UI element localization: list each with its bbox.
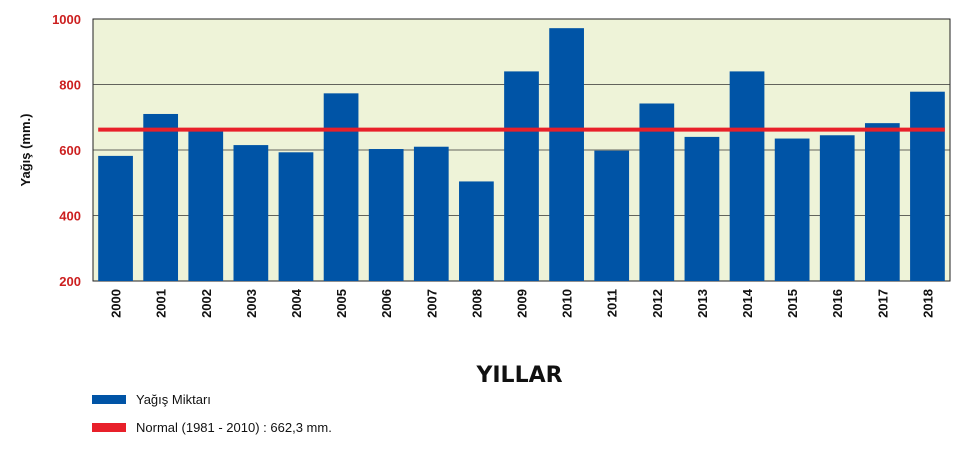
- bar-2013: [684, 136, 720, 281]
- bar-2011: [594, 150, 630, 281]
- legend-swatch-normal: [92, 423, 126, 432]
- y-tick-label-600: 600: [59, 143, 81, 158]
- x-tick-label-2004: 2004: [289, 288, 304, 318]
- bar-2016: [819, 135, 855, 281]
- y-tick-label-400: 400: [59, 209, 81, 224]
- x-tick-label-2014: 2014: [740, 288, 755, 318]
- bar-2000: [98, 155, 133, 281]
- bar-2008: [459, 181, 494, 281]
- x-tick-label-2016: 2016: [830, 289, 845, 318]
- x-tick-label-2011: 2011: [605, 289, 620, 317]
- bar-2010: [549, 28, 584, 282]
- bar-2007: [413, 146, 449, 281]
- x-tick-label-2006: 2006: [379, 289, 394, 318]
- x-tick-label-2001: 2001: [154, 289, 169, 318]
- bar-2017: [864, 123, 900, 282]
- legend-label-bars: Yağış Miktarı: [136, 392, 211, 407]
- x-tick-label-2010: 2010: [560, 289, 575, 318]
- bar-2018: [910, 91, 945, 281]
- bar-2001: [143, 113, 179, 281]
- legend-swatch-bars: [92, 395, 126, 404]
- x-tick-label-2015: 2015: [785, 289, 800, 318]
- bar-2005: [323, 93, 359, 281]
- x-tick-label-2013: 2013: [695, 289, 710, 318]
- legend-label-normal: Normal (1981 - 2010) : 662,3 mm.: [136, 420, 332, 435]
- x-tick-label-2002: 2002: [199, 289, 214, 318]
- bar-2002: [188, 129, 224, 281]
- y-tick-label-800: 800: [59, 78, 81, 93]
- bar-2014: [729, 71, 765, 282]
- x-tick-label-2018: 2018: [920, 289, 935, 318]
- bar-2006: [368, 149, 404, 281]
- bar-2003: [233, 145, 269, 281]
- bar-2004: [278, 152, 314, 281]
- y-tick-label-1000: 1000: [52, 12, 81, 27]
- bars: [98, 28, 945, 282]
- x-tick-label-2009: 2009: [515, 289, 530, 318]
- x-tick-label-2012: 2012: [650, 289, 665, 318]
- x-tick-label-2003: 2003: [244, 289, 259, 318]
- x-axis-ticks: 2000 2001 2002 2003 2004 2005 2006 2007 2008 2009…: [109, 288, 936, 318]
- bar-2012: [639, 103, 675, 282]
- x-axis-label: YILLAR: [475, 363, 562, 388]
- x-tick-label-2005: 2005: [334, 289, 349, 318]
- bar-2015: [774, 138, 810, 281]
- bar-2009: [504, 71, 539, 282]
- x-tick-label-2007: 2007: [424, 289, 439, 318]
- x-tick-label-2017: 2017: [875, 289, 890, 318]
- y-axis-ticks: 200 400 600 800 1000: [52, 12, 81, 289]
- x-tick-label-2008: 2008: [469, 289, 484, 318]
- y-axis-label: Yağış (mm.): [18, 114, 33, 187]
- y-tick-label-200: 200: [59, 274, 81, 289]
- legend-item-bars: Yağış Miktarı: [92, 392, 211, 407]
- x-tick-label-2000: 2000: [109, 289, 124, 318]
- legend-item-normal: Normal (1981 - 2010) : 662,3 mm.: [92, 420, 332, 435]
